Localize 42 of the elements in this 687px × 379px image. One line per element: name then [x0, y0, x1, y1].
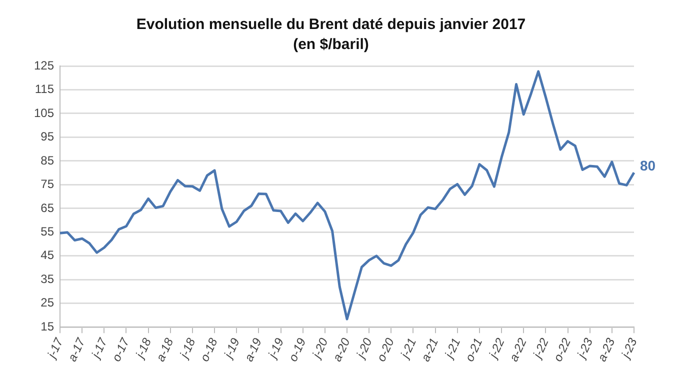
x-tick-label: j-19: [264, 336, 287, 362]
x-tick-label: a-20: [330, 336, 353, 364]
chart-title: Evolution mensuelle du Brent daté depuis janvier 2017: [136, 16, 526, 34]
y-tick-label: 65: [40, 200, 54, 215]
y-tick-label: 15: [40, 319, 54, 334]
y-tick-label: 25: [40, 296, 54, 310]
x-tick-label: j-17: [44, 334, 66, 362]
x-tick-label: j-21: [396, 336, 419, 362]
y-tick-label: 115: [34, 82, 54, 96]
chart-subtitle: (en $/baril): [293, 36, 369, 54]
x-tick-label: o-21: [462, 336, 486, 364]
y-tick-label: 55: [40, 224, 54, 238]
y-tick-label: 35: [40, 272, 54, 286]
x-tick-label: a-19: [242, 336, 265, 364]
x-tick-label: o-20: [374, 336, 398, 364]
x-tick-label: o-18: [197, 336, 220, 364]
x-tick-label: a-18: [153, 336, 176, 364]
y-tick-label: 125: [34, 58, 54, 72]
x-tick-label: a-17: [65, 334, 88, 364]
x-tick-label: j-18: [132, 336, 154, 362]
x-tick-label: o-17: [109, 334, 133, 364]
x-tick-label: j-17: [88, 334, 110, 362]
x-tick-label: o-19: [286, 336, 309, 364]
x-tick-label: j-20: [352, 336, 375, 362]
x-tick-label: j-18: [176, 336, 198, 362]
x-tick-label: j-19: [220, 336, 243, 362]
x-tick-label: a-23: [594, 336, 618, 364]
y-tick-label: 95: [40, 130, 54, 144]
y-tick-label: 85: [40, 153, 54, 168]
y-tick-label: 105: [34, 106, 54, 120]
x-tick-label: a-21: [418, 336, 442, 364]
x-tick-label: j-21: [441, 336, 464, 362]
data-label: 80: [640, 157, 656, 174]
x-tick-label: j-20: [308, 336, 331, 362]
y-tick-label: 45: [40, 248, 54, 262]
x-tick-label: j-23: [574, 336, 596, 362]
x-tick-label: j-22: [485, 336, 508, 362]
x-tick-label: o-22: [550, 336, 574, 364]
x-tick-label: a-22: [506, 336, 530, 364]
x-tick-label: j-22: [529, 336, 552, 362]
x-tick-label: j-23: [618, 336, 640, 362]
y-tick-label: 75: [40, 177, 54, 192]
